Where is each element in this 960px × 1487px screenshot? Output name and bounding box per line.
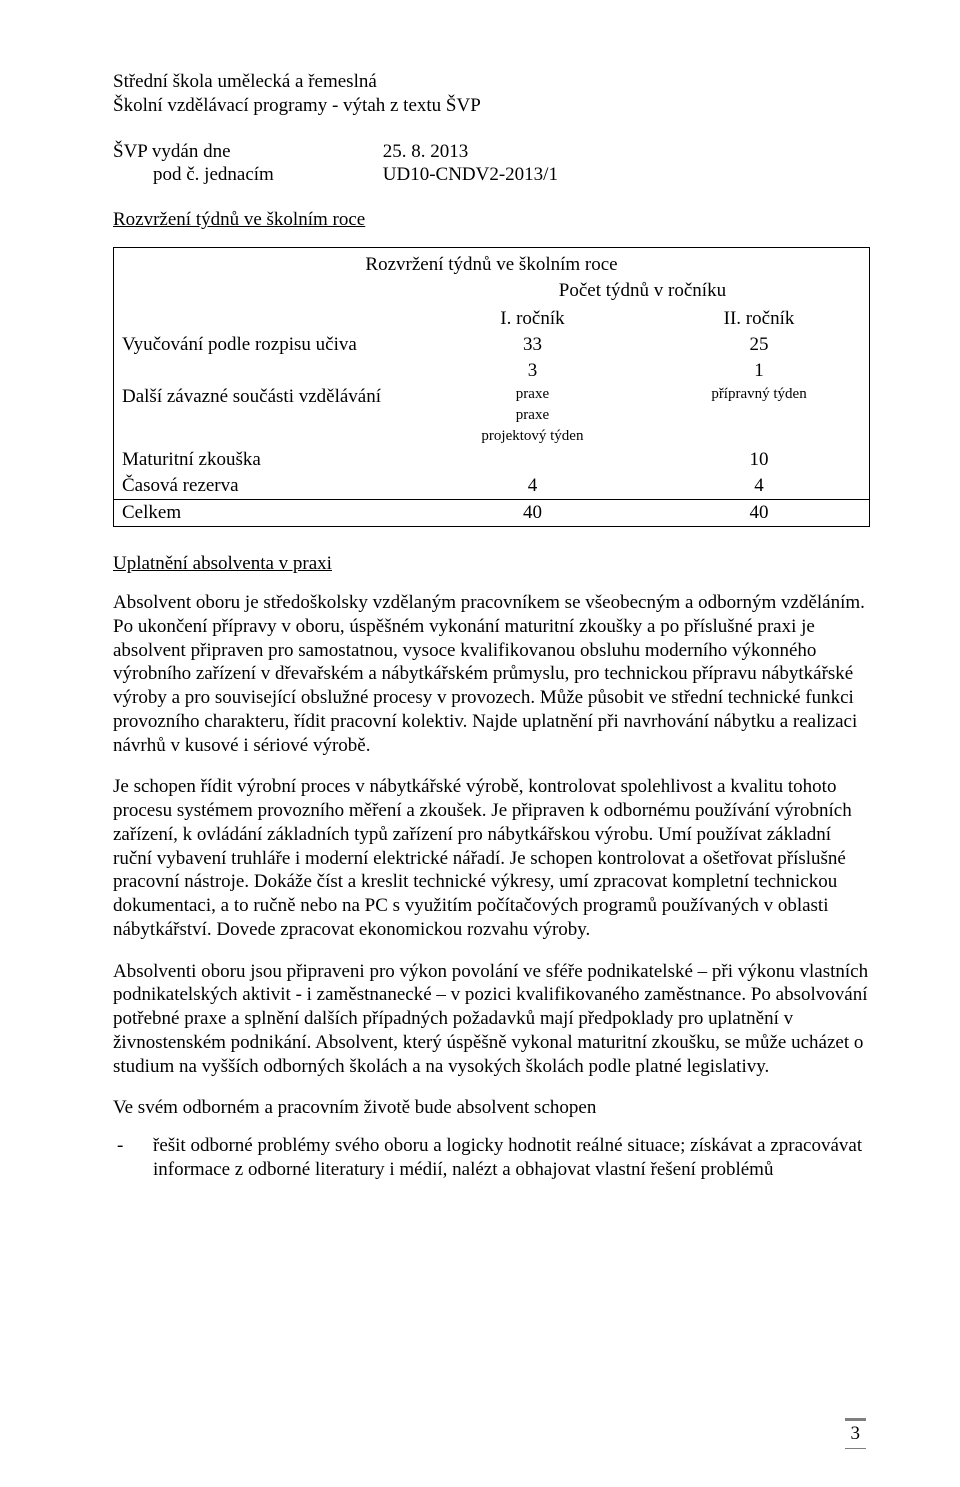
cell-value: 40 [649,500,869,527]
table-row: I. ročník II. ročník [114,306,870,332]
table-cell [416,447,649,473]
cell-note: praxe [416,405,649,426]
cell-value: 1 [649,358,869,384]
table-row: Časová rezerva 4 4 [114,473,870,500]
table-row: Rozvržení týdnů ve školním roce [114,248,870,279]
ref-label: pod č. jednacím [113,163,378,187]
table-cell [114,306,416,332]
section-heading-schedule: Rozvržení týdnů ve školním roce [113,209,870,231]
table-row: Celkem 40 40 [114,500,870,527]
cell-value: 4 [649,473,869,500]
table-row: Další závazné součásti vzdělávání praxe … [114,384,870,405]
ref-row: pod č. jednacím UD10-CNDV2-2013/1 [113,163,870,187]
ref-value: UD10-CNDV2-2013/1 [383,164,558,185]
paragraph: Je schopen řídit výrobní proces v nábytk… [113,775,870,941]
row-label: Další závazné součásti vzdělávání [114,384,416,447]
cell-note: projektový týden [416,426,649,447]
cell-note: praxe [416,384,649,405]
cell-value: 33 [416,332,649,358]
table-cell [649,426,869,447]
section-heading-graduate: Uplatnění absolventa v praxi [113,553,870,575]
col1-header: I. ročník [416,306,649,332]
row-label: Časová rezerva [114,473,416,500]
col2-header: II. ročník [649,306,869,332]
row-label: Celkem [114,500,416,527]
list-item: - řešit odborné problémy svého oboru a l… [113,1134,870,1182]
table-cell [649,405,869,426]
row-label: Maturitní zkouška [114,447,416,473]
bullet-list: - řešit odborné problémy svého oboru a l… [113,1134,870,1182]
cell-note: přípravný týden [649,384,869,405]
table-cell [114,278,416,306]
cell-value: 3 [416,358,649,384]
paragraph: Ve svém odborném a pracovním životě bude… [113,1096,870,1120]
issued-value: 25. 8. 2013 [383,141,469,162]
table-title: Rozvržení týdnů ve školním roce [114,248,870,279]
cell-value: 40 [416,500,649,527]
doc-subtitle: Školní vzdělávací programy - výtah z tex… [113,94,870,118]
schedule-table: Rozvržení týdnů ve školním roce Počet tý… [113,247,870,527]
bullet-dash-icon: - [113,1134,153,1158]
cell-value: 4 [416,473,649,500]
page-number: 3 [845,1418,867,1449]
school-name: Střední škola umělecká a řemeslná [113,70,870,94]
table-row: Vyučování podle rozpisu učiva 33 25 [114,332,870,358]
table-row: Počet týdnů v ročníku [114,278,870,306]
paragraph: Absolvent oboru je středoškolsky vzdělan… [113,591,870,757]
table-row: 3 1 [114,358,870,384]
table-subtitle: Počet týdnů v ročníku [416,278,870,306]
cell-value: 10 [649,447,869,473]
issued-row: ŠVP vydán dne 25. 8. 2013 [113,140,870,164]
table-cell [114,358,416,384]
page: Střední škola umělecká a řemeslná Školní… [0,0,960,1487]
issued-label: ŠVP vydán dne [113,140,378,164]
table-row: Maturitní zkouška 10 [114,447,870,473]
bullet-text: řešit odborné problémy svého oboru a log… [153,1134,870,1182]
row-label: Vyučování podle rozpisu učiva [114,332,416,358]
cell-value: 25 [649,332,869,358]
paragraph: Absolventi oboru jsou připraveni pro výk… [113,960,870,1079]
